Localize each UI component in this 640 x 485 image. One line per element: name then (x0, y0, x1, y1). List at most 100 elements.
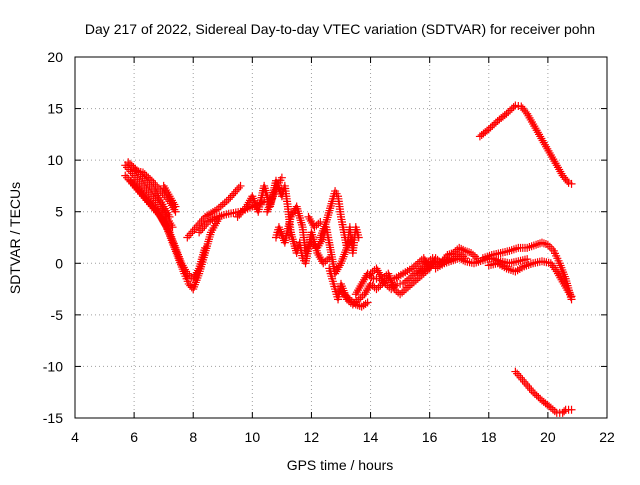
data-point-interp (333, 265, 342, 274)
data-point-interp (240, 204, 249, 213)
data-point (224, 195, 233, 204)
data-point (529, 388, 538, 397)
data-point-interp (125, 159, 134, 168)
data-point (529, 120, 538, 129)
y-tick-label: -15 (43, 410, 63, 426)
data-point (304, 212, 313, 221)
data-point-interp (486, 123, 495, 132)
data-point-interp (164, 226, 173, 235)
data-point (402, 285, 411, 294)
data-point-interp (170, 200, 179, 209)
data-point-interp (306, 216, 315, 225)
data-point-interp (146, 190, 155, 199)
data-point-interp (392, 286, 401, 295)
data-point-interp (150, 203, 159, 212)
data-point-interp (200, 222, 209, 231)
data-point (558, 277, 567, 286)
data-point-interp (534, 240, 543, 249)
data-point (189, 274, 198, 283)
data-point (319, 259, 328, 268)
data-point-interp (197, 216, 206, 225)
data-point (564, 288, 573, 297)
data-point-interp (233, 185, 242, 194)
data-point-interp (525, 113, 534, 122)
data-point-interp (190, 225, 199, 234)
data-point (286, 212, 295, 221)
data-point-interp (137, 189, 146, 198)
data-point (165, 212, 174, 221)
chart-title: Day 217 of 2022, Sidereal Day-to-day VTE… (85, 21, 595, 37)
data-point-interp (411, 276, 420, 285)
plot-frame (74, 56, 608, 419)
data-point-interp (191, 270, 200, 279)
data-point-interp (361, 273, 370, 282)
data-point-interp (154, 209, 163, 218)
data-point-interp (522, 379, 531, 388)
data-point-interp (323, 255, 332, 264)
x-tick-label: 10 (245, 429, 261, 445)
data-point-interp (556, 273, 565, 282)
data-point (567, 292, 576, 301)
data-point (339, 290, 348, 299)
data-point-interp (361, 299, 370, 308)
series-arc-16 (334, 285, 372, 311)
data-point-interp (243, 200, 252, 209)
data-point (159, 181, 168, 190)
data-point-interp (164, 210, 173, 219)
data-point-interp (337, 288, 346, 297)
data-point (147, 192, 156, 201)
x-axis-label: GPS time / hours (287, 457, 394, 473)
data-point-interp (149, 178, 158, 187)
data-point-interp (142, 171, 151, 180)
data-point-interp (374, 283, 383, 292)
data-point (345, 295, 354, 304)
data-point (502, 109, 511, 118)
series-arc-4 (127, 176, 210, 283)
data-point-interp (545, 242, 554, 251)
data-point-interp (316, 255, 325, 264)
data-point (144, 197, 153, 206)
data-point-interp (457, 255, 466, 264)
data-point-interp (334, 263, 343, 272)
data-point-interp (162, 206, 171, 215)
data-point (378, 274, 387, 283)
data-point-interp (374, 268, 383, 277)
data-point-interp (356, 281, 365, 290)
data-point-interp (550, 157, 559, 166)
data-point-interp (218, 200, 227, 209)
data-point (546, 150, 555, 159)
data-point (310, 223, 319, 232)
data-point-interp (234, 183, 243, 192)
data-point-interp (216, 202, 225, 211)
data-point-interp (163, 224, 172, 233)
data-point-interp (140, 183, 149, 192)
y-tick-label: 5 (55, 204, 63, 220)
series-arc-6 (159, 181, 180, 211)
data-point-interp (400, 286, 409, 295)
data-point (455, 254, 464, 263)
data-point-interp (146, 175, 155, 184)
x-tick-label: 22 (599, 429, 615, 445)
data-point-interp (534, 393, 543, 402)
data-point-interp (527, 386, 536, 395)
data-point-interp (202, 220, 211, 229)
data-point-interp (548, 153, 557, 162)
data-point (535, 130, 544, 139)
y-tick-label: 0 (55, 255, 63, 271)
data-point-interp (289, 208, 298, 217)
data-point (242, 202, 251, 211)
data-point (159, 202, 168, 211)
data-point-interp (532, 126, 541, 135)
y-axis-label: SDTVAR / TECUs (7, 182, 23, 294)
data-point-interp (314, 251, 323, 260)
data-point-interp (146, 199, 155, 208)
data-point-interp (169, 198, 178, 207)
x-tick-label: 8 (189, 429, 197, 445)
data-point-interp (415, 257, 424, 266)
data-point (159, 218, 168, 227)
data-point-interp (358, 277, 367, 286)
data-point-interp (128, 178, 137, 187)
data-point (372, 264, 381, 273)
